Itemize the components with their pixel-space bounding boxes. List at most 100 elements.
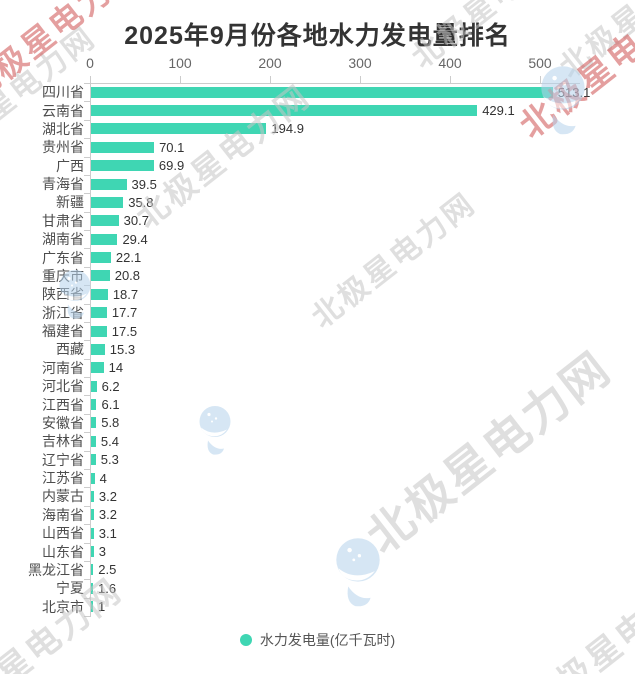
bar[interactable] <box>91 233 118 245</box>
table-row: 重庆市 20.8 <box>0 267 635 285</box>
y-axis-tick <box>84 358 90 360</box>
table-row: 广西 69.9 <box>0 157 635 175</box>
table-row: 广东省 22.1 <box>0 248 635 266</box>
y-axis-tick <box>84 377 90 379</box>
bar[interactable] <box>91 141 155 153</box>
value-label: 69.9 <box>158 158 185 174</box>
bar[interactable] <box>91 546 94 558</box>
value-label: 17.5 <box>111 323 138 339</box>
x-axis-tick <box>360 76 361 83</box>
value-label: 5.8 <box>101 415 120 431</box>
category-label: 山东省 <box>42 543 84 560</box>
bar[interactable] <box>91 472 95 484</box>
value-label: 18.7 <box>112 286 139 302</box>
category-label: 湖南省 <box>42 231 84 248</box>
table-row: 甘肃省 30.7 <box>0 212 635 230</box>
table-row: 宁夏 1.6 <box>0 579 635 597</box>
category-label: 辽宁省 <box>42 451 84 468</box>
value-label: 1 <box>98 599 106 615</box>
value-label: 5.4 <box>100 433 119 449</box>
bar[interactable] <box>91 399 97 411</box>
value-label: 3.2 <box>98 507 117 523</box>
y-axis-tick <box>84 193 90 195</box>
value-label: 15.3 <box>109 341 136 357</box>
table-row: 湖北省 194.9 <box>0 120 635 138</box>
y-axis-tick <box>84 560 90 562</box>
x-axis-tick-label: 400 <box>438 55 462 71</box>
y-axis-tick <box>84 119 90 121</box>
table-row: 贵州省 70.1 <box>0 138 635 156</box>
bar[interactable] <box>91 178 127 190</box>
table-row: 黑龙江省 2.5 <box>0 561 635 579</box>
legend-dot-icon <box>239 634 252 646</box>
value-label: 29.4 <box>122 231 148 247</box>
y-axis-tick <box>84 230 90 232</box>
bar[interactable] <box>91 601 93 613</box>
category-label: 江苏省 <box>42 470 84 487</box>
value-label: 4 <box>99 470 107 486</box>
category-label: 西藏 <box>56 341 84 358</box>
y-axis-tick <box>84 395 90 397</box>
category-label: 河南省 <box>42 359 84 376</box>
value-label: 17.7 <box>111 305 138 321</box>
category-label: 海南省 <box>42 506 84 523</box>
bar-rows: 四川省 513.1 云南省 429.1 湖北省 194.9 贵州省 70.1 广西 69.9 青海省… <box>0 83 635 616</box>
y-axis-tick <box>84 505 90 507</box>
bar[interactable] <box>91 196 124 208</box>
x-axis-tick <box>540 76 541 83</box>
category-label: 江西省 <box>42 396 84 413</box>
bar[interactable] <box>91 160 154 172</box>
legend[interactable]: 水力发电量(亿千瓦时) <box>0 630 635 650</box>
table-row: 福建省 17.5 <box>0 322 635 340</box>
value-label: 3 <box>98 544 106 560</box>
table-row: 山东省 3 <box>0 542 635 560</box>
bar[interactable] <box>91 270 110 282</box>
category-label: 福建省 <box>42 323 84 340</box>
bar[interactable] <box>91 252 111 264</box>
bar[interactable] <box>91 454 96 466</box>
table-row: 辽宁省 5.3 <box>0 451 635 469</box>
value-label: 429.1 <box>482 103 515 119</box>
table-row: 云南省 429.1 <box>0 101 635 119</box>
category-label: 甘肃省 <box>42 212 84 229</box>
category-label: 吉林省 <box>42 433 84 450</box>
category-label: 安徽省 <box>42 414 84 431</box>
bar[interactable] <box>91 527 94 539</box>
value-label: 3.1 <box>98 525 117 541</box>
category-label: 青海省 <box>42 176 84 193</box>
category-label: 陕西省 <box>42 286 84 303</box>
bar[interactable] <box>91 417 97 429</box>
bar[interactable] <box>91 307 107 319</box>
bar[interactable] <box>91 215 119 227</box>
bar[interactable] <box>91 86 553 98</box>
y-axis-tick <box>84 597 90 599</box>
bar[interactable] <box>91 362 104 374</box>
value-label: 14 <box>108 360 124 376</box>
value-label: 6.2 <box>101 378 120 394</box>
bar[interactable] <box>91 564 94 576</box>
bar[interactable] <box>91 343 105 355</box>
y-axis-tick <box>84 487 90 489</box>
y-axis-tick <box>84 266 90 268</box>
bar[interactable] <box>91 509 94 521</box>
x-axis-tick <box>180 76 181 83</box>
category-label: 宁夏 <box>56 580 84 597</box>
bar[interactable] <box>91 325 107 337</box>
bar[interactable] <box>91 582 93 594</box>
table-row: 陕西省 18.7 <box>0 285 635 303</box>
bar[interactable] <box>91 490 94 502</box>
y-axis-tick <box>84 156 90 158</box>
bar[interactable] <box>91 435 96 447</box>
value-label: 1.6 <box>98 580 117 596</box>
bar[interactable] <box>91 380 97 392</box>
y-axis-tick <box>84 101 90 103</box>
category-label: 广西 <box>56 157 84 174</box>
bar[interactable] <box>91 288 108 300</box>
category-label: 湖北省 <box>42 120 84 137</box>
bar[interactable] <box>91 123 267 135</box>
bar[interactable] <box>91 105 478 117</box>
category-label: 贵州省 <box>42 139 84 156</box>
y-axis-tick <box>84 450 90 452</box>
